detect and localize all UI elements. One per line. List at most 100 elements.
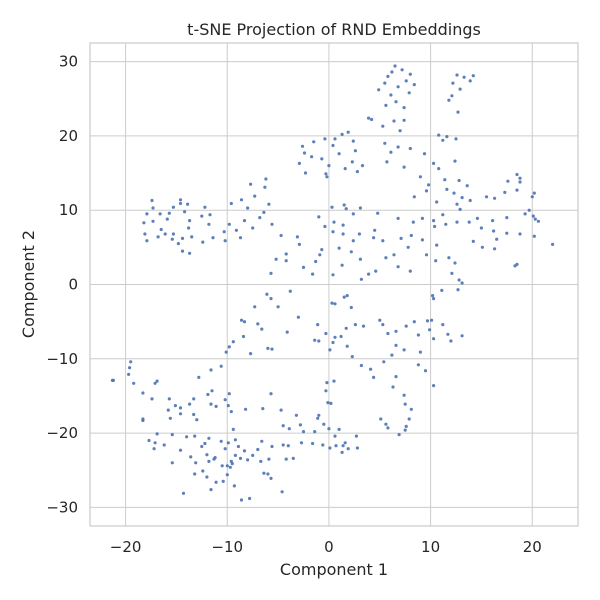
scatter-point bbox=[332, 379, 336, 383]
scatter-point bbox=[288, 289, 292, 293]
scatter-point bbox=[551, 242, 555, 246]
scatter-point bbox=[433, 224, 437, 229]
scatter-point bbox=[346, 130, 350, 134]
scatter-point bbox=[233, 438, 237, 442]
scatter-point bbox=[256, 447, 260, 452]
y-axis-label: Component 2 bbox=[19, 230, 38, 338]
scatter-point bbox=[403, 428, 407, 432]
x-axis-label: Component 1 bbox=[280, 560, 388, 579]
scatter-point bbox=[402, 118, 406, 122]
scatter-point bbox=[219, 364, 223, 368]
scatter-point bbox=[462, 75, 466, 79]
scatter-point bbox=[241, 334, 246, 339]
scatter-point bbox=[382, 360, 386, 364]
scatter-point bbox=[323, 224, 327, 229]
scatter-point bbox=[324, 331, 328, 336]
scatter-point bbox=[320, 248, 324, 252]
scatter-point bbox=[458, 87, 462, 91]
scatter-point bbox=[331, 273, 335, 277]
x-tick-label: 0 bbox=[324, 538, 334, 556]
scatter-point bbox=[386, 74, 390, 78]
scatter-point bbox=[358, 206, 362, 210]
scatter-point bbox=[311, 441, 315, 446]
scatter-point bbox=[456, 110, 460, 114]
scatter-point bbox=[343, 167, 347, 171]
scatter-point bbox=[359, 277, 363, 281]
scatter-point bbox=[227, 392, 231, 396]
scatter-point bbox=[264, 177, 268, 181]
scatter-point bbox=[527, 208, 531, 212]
scatter-point bbox=[367, 116, 371, 120]
scatter-point bbox=[280, 490, 284, 494]
scatter-point bbox=[281, 443, 285, 447]
scatter-point bbox=[270, 444, 274, 449]
scatter-point bbox=[330, 205, 334, 209]
scatter-point bbox=[261, 407, 265, 411]
scatter-point bbox=[224, 350, 228, 354]
scatter-point bbox=[505, 216, 509, 220]
scatter-point bbox=[316, 323, 320, 327]
scatter-point bbox=[408, 72, 412, 76]
scatter-point bbox=[274, 257, 278, 261]
scatter-point bbox=[370, 117, 374, 122]
scatter-point bbox=[213, 456, 217, 460]
scatter-point bbox=[430, 318, 434, 322]
scatter-point bbox=[246, 206, 250, 210]
scatter-point bbox=[249, 352, 253, 356]
scatter-point bbox=[242, 320, 247, 324]
scatter-point bbox=[313, 338, 317, 342]
scatter-point bbox=[163, 232, 167, 236]
scatter-point bbox=[328, 348, 332, 352]
scatter-point bbox=[445, 187, 449, 191]
x-tick-labels: −20 −10 0 10 20 bbox=[110, 538, 542, 556]
scatter-point bbox=[211, 236, 215, 240]
scatter-point bbox=[369, 367, 373, 371]
scatter-point bbox=[249, 182, 253, 186]
scatter-point bbox=[284, 259, 288, 263]
scatter-point bbox=[340, 132, 344, 136]
scatter-point bbox=[332, 220, 336, 224]
scatter-point bbox=[468, 198, 472, 203]
scatter-point bbox=[189, 455, 193, 459]
x-tick-label: −20 bbox=[110, 538, 142, 556]
scatter-point bbox=[270, 347, 274, 351]
scatter-point bbox=[291, 456, 295, 460]
scatter-point bbox=[390, 353, 394, 357]
scatter-point bbox=[188, 251, 192, 255]
grid-lines bbox=[90, 43, 578, 526]
scatter-point bbox=[193, 472, 197, 476]
scatter-point bbox=[407, 91, 411, 95]
scatter-point bbox=[394, 329, 398, 333]
scatter-point bbox=[412, 83, 416, 87]
scatter-point bbox=[432, 384, 436, 388]
scatter-point bbox=[394, 343, 398, 347]
scatter-point bbox=[178, 406, 183, 410]
scatter-point bbox=[242, 219, 247, 223]
scatter-point bbox=[408, 146, 412, 151]
scatter-point bbox=[432, 161, 436, 165]
scatter-point bbox=[345, 344, 349, 348]
scatter-point bbox=[471, 74, 475, 78]
scatter-point bbox=[317, 339, 321, 343]
scatter-point bbox=[279, 408, 283, 412]
scatter-point bbox=[342, 203, 346, 207]
scatter-point bbox=[450, 94, 454, 98]
scatter-point bbox=[207, 459, 211, 463]
scatter-point bbox=[337, 152, 341, 156]
scatter-point bbox=[246, 458, 250, 462]
scatter-point bbox=[209, 488, 213, 492]
scatter-point bbox=[192, 412, 196, 417]
scatter-point bbox=[158, 212, 162, 216]
scatter-point bbox=[447, 256, 451, 260]
scatter-point bbox=[145, 212, 149, 216]
scatter-point bbox=[391, 385, 395, 389]
scatter-point bbox=[337, 246, 341, 250]
scatter-point bbox=[480, 245, 484, 249]
scatter-point bbox=[367, 272, 371, 276]
scatter-point bbox=[251, 453, 255, 457]
scatter-point bbox=[223, 398, 227, 402]
scatter-point bbox=[325, 175, 329, 179]
scatter-point bbox=[287, 427, 291, 431]
scatter-point bbox=[284, 457, 288, 461]
scatter-point bbox=[392, 253, 396, 257]
